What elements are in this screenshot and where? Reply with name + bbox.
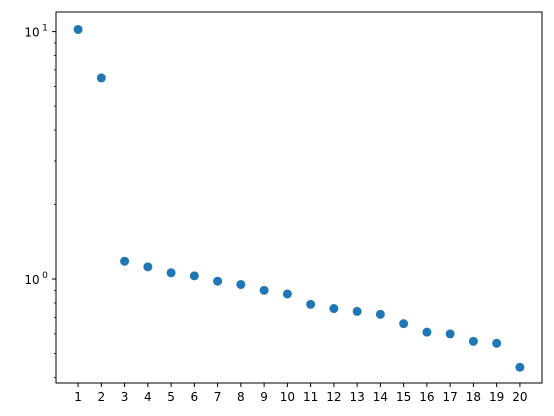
- x-tick-label: 5: [167, 390, 175, 404]
- points-layer: [73, 24, 525, 372]
- plot-frame: [55, 11, 543, 384]
- x-tick-label: 17: [443, 390, 458, 404]
- y-tick-exponent: 0: [42, 271, 48, 281]
- x-tick-label: 3: [121, 390, 129, 404]
- x-tick-label: 4: [144, 390, 152, 404]
- data-point: [515, 362, 525, 372]
- x-tick-label: 18: [466, 390, 481, 404]
- x-tick-label: 20: [512, 390, 527, 404]
- data-point: [468, 336, 478, 346]
- x-tick-label: 16: [419, 390, 434, 404]
- data-point: [352, 306, 362, 316]
- x-tick-label: 19: [489, 390, 504, 404]
- data-point: [213, 276, 223, 286]
- data-point: [306, 299, 316, 309]
- data-point: [96, 73, 106, 83]
- x-tick-label: 7: [214, 390, 222, 404]
- x-tick-label: 2: [98, 390, 106, 404]
- data-point: [282, 289, 292, 299]
- data-point: [259, 285, 269, 295]
- data-point: [399, 319, 409, 329]
- x-tick-label: 1: [74, 390, 82, 404]
- y-tick-exponent: 1: [42, 24, 48, 34]
- y-tick-label: 10: [24, 26, 39, 40]
- x-tick-label: 11: [303, 390, 318, 404]
- x-tick-label: 9: [260, 390, 268, 404]
- data-point: [73, 24, 83, 34]
- x-tick-label: 14: [373, 390, 388, 404]
- x-tick-label: 12: [326, 390, 341, 404]
- data-point: [120, 256, 130, 266]
- data-point: [445, 329, 455, 339]
- x-tick-label: 6: [191, 390, 199, 404]
- data-point: [492, 338, 502, 348]
- data-point: [189, 271, 199, 281]
- y-tick-label: 10: [24, 273, 39, 287]
- data-point: [375, 309, 385, 319]
- data-point: [166, 268, 176, 278]
- data-point: [329, 304, 339, 314]
- data-point: [422, 327, 432, 337]
- x-tick-label: 8: [237, 390, 245, 404]
- x-tick-label: 15: [396, 390, 411, 404]
- data-point: [236, 280, 246, 290]
- x-tick-label: 13: [349, 390, 364, 404]
- data-point: [143, 262, 153, 272]
- x-tick-label: 10: [280, 390, 295, 404]
